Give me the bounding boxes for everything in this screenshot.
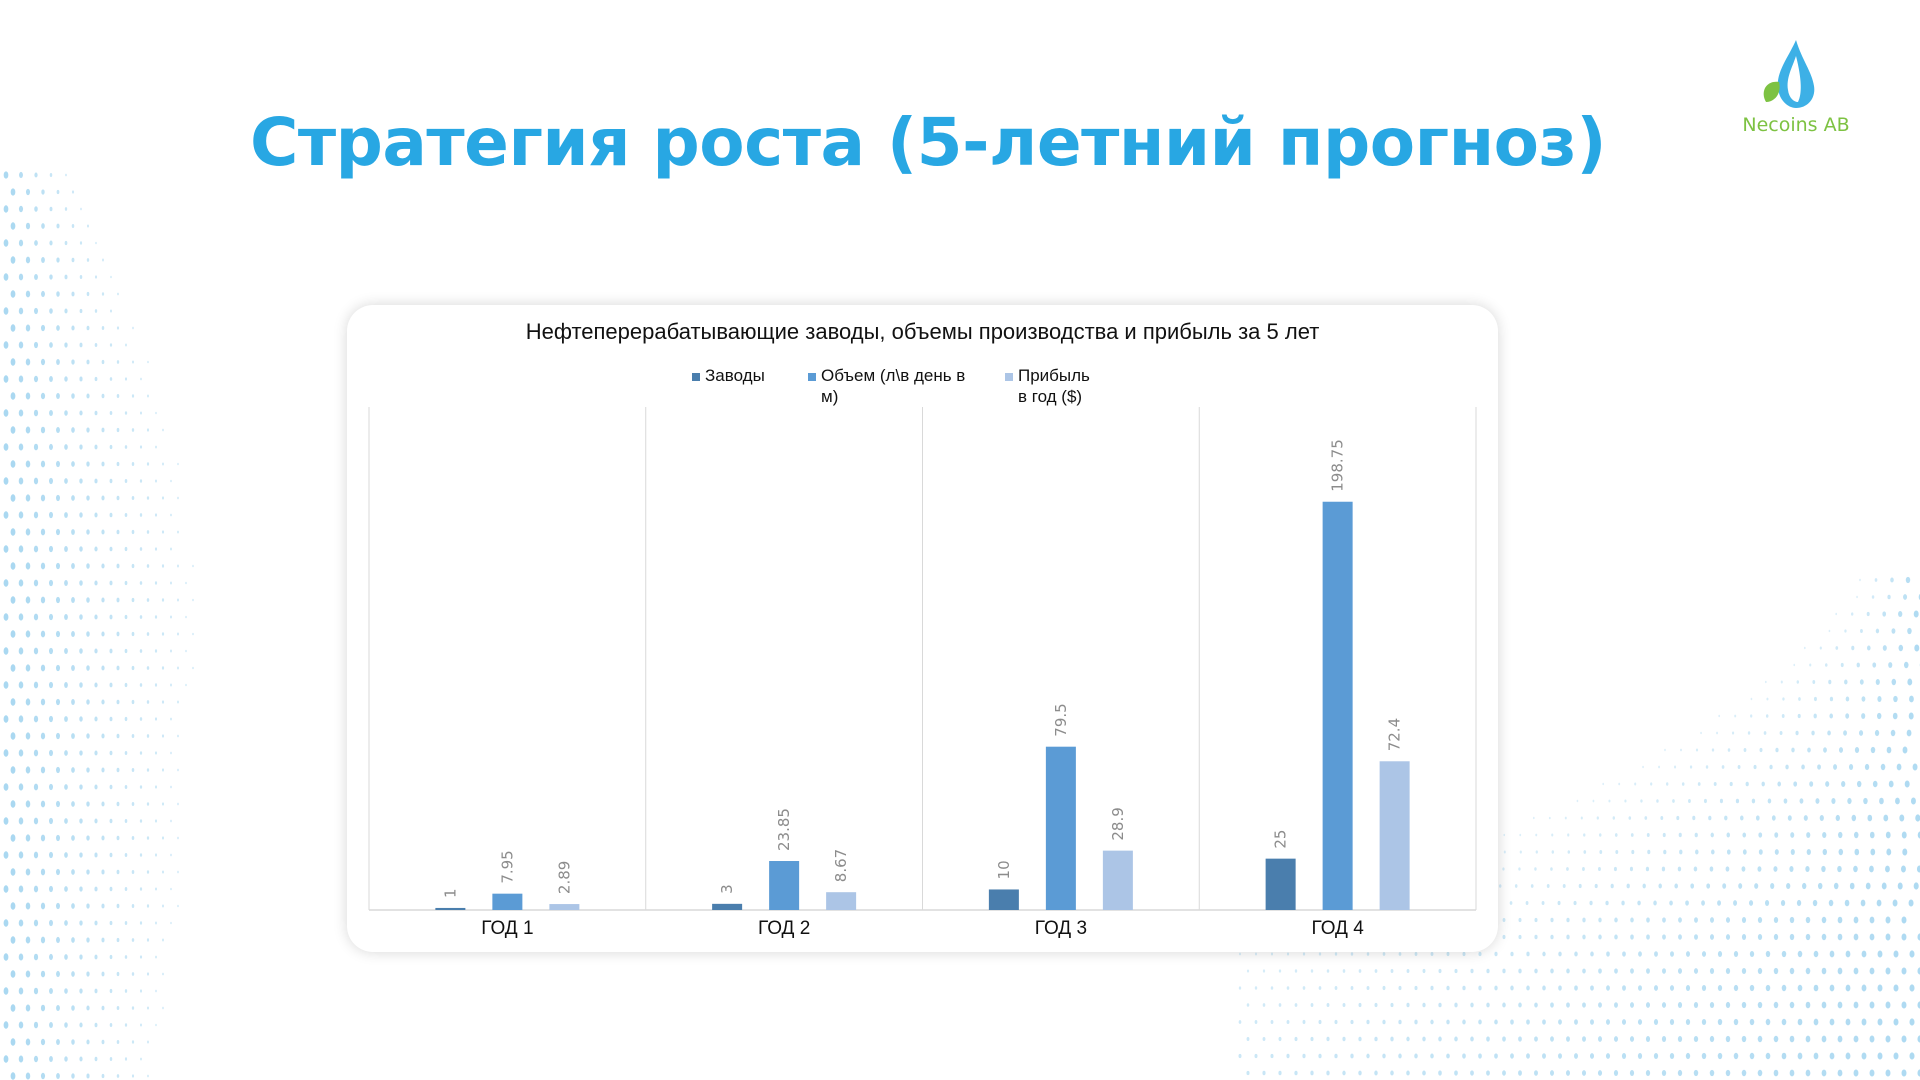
- legend-label-plants: Заводы: [705, 366, 765, 385]
- data-label: 8.67: [832, 849, 850, 882]
- logo-text: Necoins AB: [1742, 114, 1850, 136]
- bar: [1045, 746, 1076, 910]
- legend-swatch-plants: [692, 373, 700, 381]
- data-label: 2.89: [555, 861, 573, 894]
- bar: [988, 889, 1019, 910]
- drop-leaf-icon: [1763, 40, 1815, 108]
- x-tick-label: ГОД 4: [1311, 918, 1364, 939]
- data-label: 1: [441, 888, 459, 898]
- x-tick-label: ГОД 2: [758, 918, 810, 939]
- x-tick-label: ГОД 3: [1035, 918, 1087, 939]
- dot-field-left: [3, 171, 194, 1080]
- chart-card: 1 7.95 2.89 ГОД 1 3 23.85 8.67 ГОД 2 10 79.5 28.9 Г…: [347, 305, 1498, 952]
- data-label: 79.5: [1052, 703, 1070, 736]
- data-label: 7.95: [498, 850, 516, 883]
- data-label: 72.4: [1386, 718, 1404, 751]
- legend-label-volume: Объем (л\в день в м): [821, 366, 966, 406]
- bar-chart: 1 7.95 2.89 ГОД 1 3 23.85 8.67 ГОД 2 10 79.5 28.9 Г…: [368, 407, 1477, 939]
- chart-title: Нефтеперерабатывающие заводы, объемы про…: [525, 319, 1320, 344]
- data-label: 28.9: [1109, 807, 1127, 840]
- data-label: 10: [995, 860, 1013, 879]
- bar: [826, 892, 857, 910]
- legend-item-volume: Объем (л\в день в м): [808, 365, 978, 407]
- data-label: 23.85: [775, 808, 793, 851]
- bar: [492, 893, 523, 910]
- legend-label-profit: Прибыль в год ($): [1018, 366, 1090, 406]
- data-label: 198.75: [1329, 439, 1347, 492]
- data-label: 3: [718, 884, 736, 894]
- company-logo: Necoins AB: [1716, 36, 1876, 146]
- legend-swatch-volume: [808, 373, 816, 381]
- bar: [435, 907, 466, 910]
- bar: [1265, 858, 1296, 910]
- bar: [1102, 850, 1133, 910]
- slide-title: Стратегия роста (5-летний прогноз): [249, 104, 1607, 181]
- data-label: 25: [1272, 830, 1290, 849]
- legend-swatch-profit: [1005, 373, 1013, 381]
- x-tick-label: ГОД 1: [481, 918, 533, 939]
- bar: [1322, 501, 1353, 910]
- legend-item-profit: Прибыль в год ($): [1005, 365, 1090, 407]
- bar: [1379, 761, 1410, 910]
- legend-item-plants: Заводы: [692, 365, 765, 386]
- bar: [712, 903, 743, 910]
- bar: [769, 861, 800, 910]
- bar: [549, 904, 580, 910]
